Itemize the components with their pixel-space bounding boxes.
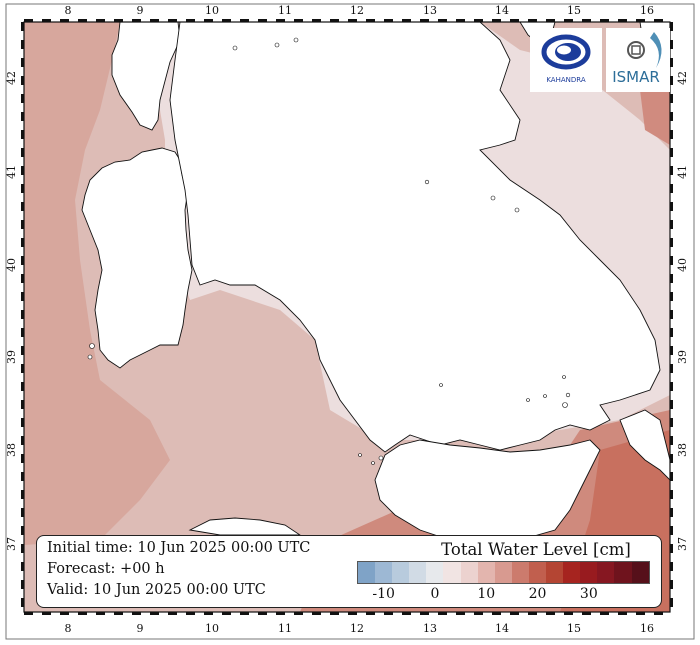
lon-tick-top: 10 — [205, 4, 219, 17]
italy-mainland-land — [169, 22, 661, 453]
lat-tick-left: 41 — [5, 165, 18, 179]
colorbar-swatch — [528, 562, 547, 583]
valid-time: Valid: 10 Jun 2025 00:00 UTC — [47, 582, 266, 598]
lat-tick-right: 38 — [676, 443, 689, 457]
lat-tick-left: 37 — [5, 537, 18, 551]
svg-text:ISMAR: ISMAR — [612, 68, 660, 86]
colorbar-tick-label: 10 — [477, 586, 496, 602]
lon-tick-top: 12 — [350, 4, 364, 17]
lat-tick-right: 39 — [676, 350, 689, 364]
lon-tick-top: 13 — [423, 4, 437, 17]
sicily-land — [374, 439, 601, 546]
colorbar-swatch — [511, 562, 529, 583]
colorbar-tick-label: 20 — [528, 586, 547, 602]
colorbar-swatch — [426, 562, 444, 583]
colorbar-swatch — [563, 562, 581, 583]
colorbar-swatch — [460, 562, 478, 583]
lon-tick-top: 14 — [495, 4, 509, 17]
lon-tick-bottom: 16 — [640, 622, 654, 635]
colorbar-swatch — [477, 562, 495, 583]
lon-tick-bottom: 14 — [495, 622, 509, 635]
colorbar-swatch — [392, 562, 410, 583]
colorbar-swatch — [375, 562, 393, 583]
kahandra-logo: KAHANDRA — [530, 28, 602, 92]
water-level-field — [24, 22, 670, 612]
colorbar-swatch — [443, 562, 461, 583]
lat-tick-left: 40 — [5, 258, 18, 272]
lat-tick-right: 42 — [676, 71, 689, 85]
colorbar — [357, 561, 650, 584]
lon-tick-bottom: 9 — [137, 622, 144, 635]
lat-tick-right: 40 — [676, 258, 689, 272]
lat-tick-left: 38 — [5, 443, 18, 457]
lat-tick-right: 41 — [676, 165, 689, 179]
lon-tick-top: 9 — [137, 4, 144, 17]
colorbar-swatch — [597, 562, 615, 583]
info-panel: Initial time: 10 Jun 2025 00:00 UTC Fore… — [36, 535, 662, 608]
lon-tick-bottom: 10 — [205, 622, 219, 635]
lon-tick-top: 16 — [640, 4, 654, 17]
colorbar-swatch — [358, 562, 376, 583]
lon-tick-bottom: 11 — [278, 622, 292, 635]
lon-tick-bottom: 12 — [350, 622, 364, 635]
calabria-land — [619, 409, 670, 481]
lon-tick-bottom: 8 — [65, 622, 72, 635]
lon-tick-top: 11 — [278, 4, 292, 17]
ismar-logo-icon: ISMAR — [612, 32, 662, 86]
lat-tick-left: 42 — [5, 71, 18, 85]
svg-text:KAHANDRA: KAHANDRA — [546, 76, 586, 84]
colorbar-title: Total Water Level [cm] — [441, 540, 631, 559]
map-frame — [5, 3, 695, 640]
colorbar-swatch — [494, 562, 512, 583]
initial-time: Initial time: 10 Jun 2025 00:00 UTC — [47, 540, 311, 556]
colorbar-swatch — [614, 562, 632, 583]
lon-tick-bottom: 15 — [567, 622, 581, 635]
lat-tick-left: 39 — [5, 350, 18, 364]
ismar-logo: ISMAR — [606, 28, 670, 92]
colorbar-tick-label: -10 — [372, 586, 395, 602]
colorbar-swatch — [409, 562, 427, 583]
forecast-hour: Forecast: +00 h — [47, 561, 165, 577]
colorbar-tick-label: 30 — [579, 586, 598, 602]
colorbar-swatch — [546, 562, 564, 583]
kahandra-logo-icon: KAHANDRA — [541, 34, 591, 84]
graticule-labels: 8 8 9 9 10 10 11 11 12 12 13 13 14 14 15 15 16 16 42 42 41 41… — [5, 4, 689, 635]
sardinia-land — [81, 147, 193, 369]
lat-tick-right: 37 — [676, 537, 689, 551]
lon-tick-top: 15 — [567, 4, 581, 17]
lon-tick-bottom: 13 — [423, 622, 437, 635]
lon-tick-top: 8 — [65, 4, 72, 17]
colorbar-swatch — [580, 562, 598, 583]
colorbar-swatch — [631, 562, 649, 583]
colorbar-tick-label: 0 — [430, 586, 440, 602]
